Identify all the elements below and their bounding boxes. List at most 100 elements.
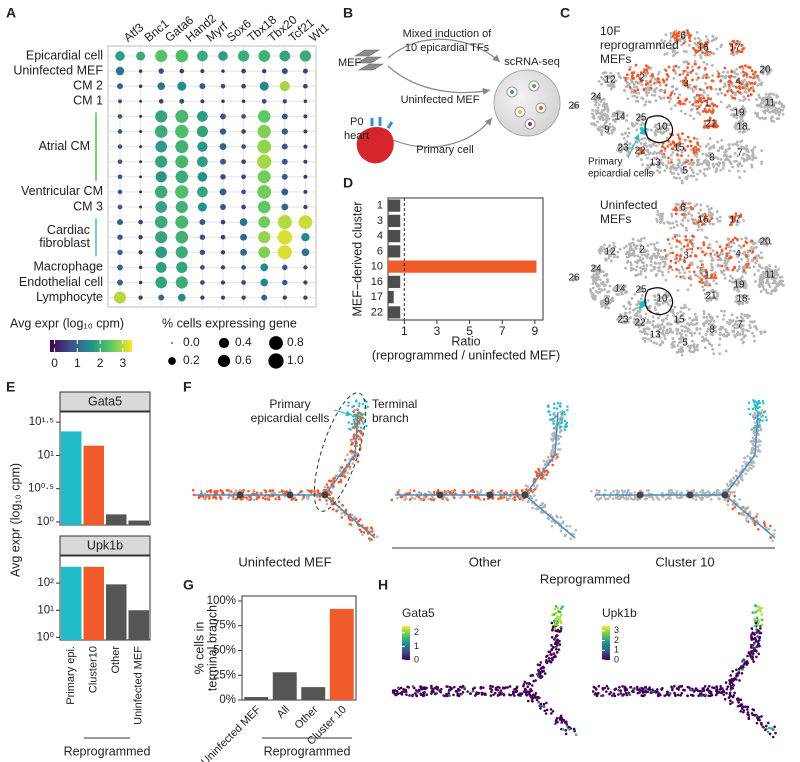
cell-dot bbox=[536, 699, 539, 702]
cell-dot bbox=[624, 132, 627, 135]
cell-dot bbox=[413, 687, 416, 690]
cell-dot bbox=[762, 402, 764, 404]
dot bbox=[176, 262, 187, 273]
cell-dot bbox=[517, 694, 520, 697]
x-axis-label: (reprogrammed / uninfected MEF) bbox=[372, 348, 560, 362]
diagram-text: Mixed induction of bbox=[403, 28, 493, 40]
cell-dot bbox=[631, 74, 634, 77]
cell-dot bbox=[360, 413, 362, 415]
cell-dot bbox=[640, 158, 643, 161]
cell-dot bbox=[549, 650, 552, 653]
cell-dot bbox=[599, 251, 602, 254]
cell-dot bbox=[348, 421, 350, 423]
cell-dot bbox=[631, 122, 634, 125]
cell-dot bbox=[437, 686, 440, 689]
dot bbox=[279, 51, 290, 62]
cell-dot bbox=[690, 109, 693, 112]
cell-dot bbox=[607, 108, 610, 111]
cell-dot bbox=[641, 268, 644, 271]
dot bbox=[299, 215, 313, 229]
cell-dot bbox=[650, 243, 653, 246]
cell-dot bbox=[326, 503, 329, 506]
cell-dot bbox=[606, 114, 609, 117]
panel-label: F bbox=[183, 379, 192, 395]
cell-dot bbox=[758, 285, 761, 288]
cell-dot bbox=[747, 94, 750, 97]
cell-dot bbox=[448, 694, 451, 697]
cell-dot bbox=[659, 255, 662, 258]
cell-dot bbox=[649, 87, 652, 90]
cell-dot bbox=[688, 270, 691, 273]
cell-dot bbox=[753, 320, 756, 323]
cell-dot bbox=[748, 314, 751, 317]
cell-dot bbox=[665, 33, 668, 36]
x-tick-label: Cluster10 bbox=[88, 646, 100, 693]
cell-dot bbox=[627, 127, 630, 130]
cell-dot bbox=[728, 105, 731, 108]
y-tick-label: 10⁰ bbox=[37, 516, 55, 528]
cell-dot bbox=[654, 308, 657, 311]
cell-dot bbox=[681, 224, 684, 227]
legend-title: Avg expr (log₁₀ cpm) bbox=[10, 316, 124, 330]
cell-dot bbox=[500, 689, 503, 692]
cell-dot bbox=[560, 435, 563, 438]
cell-dot bbox=[623, 497, 626, 500]
cell-dot bbox=[742, 219, 745, 222]
cell-dot bbox=[731, 503, 734, 506]
cell-dot bbox=[761, 267, 764, 270]
cell-dot bbox=[600, 113, 603, 116]
cell-dot bbox=[662, 274, 665, 277]
cell-dot bbox=[666, 52, 669, 55]
cell-dot bbox=[680, 154, 683, 157]
cell-dot bbox=[726, 504, 729, 507]
cell-dot bbox=[663, 80, 666, 83]
cell-dot bbox=[661, 323, 664, 326]
cell-dot bbox=[644, 337, 647, 340]
cell-dot bbox=[629, 261, 632, 264]
cell-dot bbox=[708, 343, 711, 346]
cell-dot bbox=[598, 249, 601, 252]
cell-dot bbox=[732, 477, 735, 480]
cell-dot bbox=[423, 694, 426, 697]
cell-dot bbox=[689, 34, 692, 37]
cell-dot bbox=[675, 220, 678, 223]
cell-dot bbox=[739, 87, 742, 90]
dot bbox=[175, 155, 188, 168]
cell-dot bbox=[696, 94, 699, 97]
cell-dot bbox=[600, 83, 603, 86]
cell-dot bbox=[362, 403, 364, 405]
cell-dot bbox=[597, 499, 600, 502]
cell-dot bbox=[480, 686, 483, 689]
cell-dot bbox=[319, 498, 322, 501]
cell-dot bbox=[639, 256, 642, 259]
cell-dot bbox=[550, 654, 553, 657]
cell-dot bbox=[670, 489, 673, 492]
cell-dot bbox=[705, 35, 708, 38]
cell-dot bbox=[350, 440, 353, 443]
cell-dot bbox=[678, 234, 681, 237]
cell-dot bbox=[693, 54, 696, 57]
dot bbox=[118, 99, 122, 103]
dot bbox=[303, 114, 307, 118]
dot bbox=[241, 144, 246, 149]
cell-dot bbox=[474, 694, 477, 697]
cell-dot bbox=[352, 462, 355, 465]
cell-dot bbox=[629, 248, 632, 251]
cell-dot bbox=[689, 114, 692, 117]
cell-dot bbox=[623, 247, 626, 250]
cell-dot bbox=[709, 137, 712, 140]
cell-dot bbox=[490, 694, 493, 697]
cell-dot bbox=[663, 53, 666, 56]
colorbar-tick-label: 1 bbox=[74, 356, 81, 370]
cell-dot bbox=[736, 164, 739, 167]
cell-dot bbox=[694, 60, 697, 63]
cell-dot bbox=[235, 489, 238, 492]
dot bbox=[198, 202, 207, 211]
cell-dot bbox=[565, 733, 568, 736]
cell-dot bbox=[608, 290, 611, 293]
bar bbox=[61, 431, 82, 525]
cell-dot bbox=[680, 332, 683, 335]
dot bbox=[155, 216, 168, 229]
cluster-label: 19 bbox=[733, 280, 745, 291]
cell-dot bbox=[350, 523, 353, 526]
